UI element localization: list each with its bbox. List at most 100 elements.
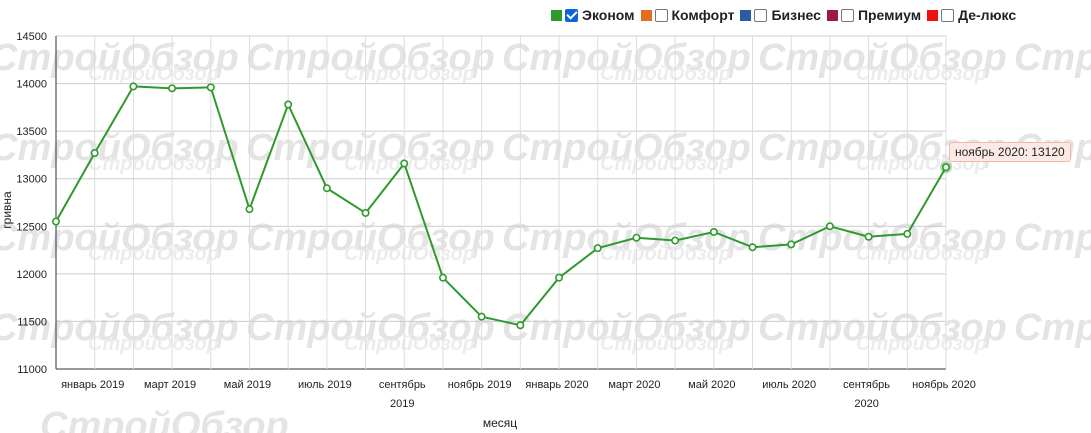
data-point	[593, 244, 602, 253]
legend-label: Де-люкс	[958, 7, 1017, 23]
legend-swatch	[740, 9, 752, 21]
data-point	[632, 233, 641, 242]
watermark-text: СтройОбзор	[600, 333, 731, 355]
legend-checkbox[interactable]	[754, 8, 768, 22]
data-tooltip: ноябрь 2020: 13120	[949, 142, 1071, 163]
legend-swatch	[927, 9, 939, 21]
watermark-text: СтройОбзор	[502, 307, 751, 349]
data-point	[361, 208, 370, 217]
legend-item-2[interactable]: Бизнес	[740, 7, 821, 23]
watermark-text: СтройОбзор	[600, 63, 731, 85]
legend-swatch	[826, 9, 838, 21]
legend-label: Комфорт	[671, 7, 735, 23]
series-line	[55, 85, 947, 327]
watermark-text: СтройОбзор	[0, 307, 239, 349]
data-point	[825, 222, 834, 231]
data-point	[709, 227, 718, 236]
watermark-text: СтройОбзор	[1014, 217, 1091, 259]
data-point	[864, 232, 873, 241]
watermark-text: СтройОбзор	[758, 37, 1007, 79]
watermark-text: СтройОбзор	[0, 37, 239, 79]
x-axis-title: месяц	[483, 416, 517, 430]
legend: Эконом Комфорт Бизнес Премиум Де-люкс	[551, 5, 1022, 25]
data-point	[903, 229, 912, 238]
legend-item-0[interactable]: Эконом	[551, 7, 635, 23]
data-point	[438, 273, 447, 282]
watermark-text: СтройОбзор	[344, 333, 475, 355]
y-tick-label: 13500	[16, 126, 47, 138]
x-tick-label: март 2020	[608, 379, 660, 391]
data-point	[671, 236, 680, 245]
y-tick-label: 12000	[16, 269, 47, 281]
watermark-text: СтройОбзор	[1014, 37, 1091, 79]
x-tick-label: январь 2019	[61, 379, 124, 391]
data-point	[516, 321, 525, 330]
watermark-text: СтройОбзор	[246, 127, 495, 169]
watermark-text: СтройОбзор	[502, 127, 751, 169]
watermark-text: СтройОбзор	[246, 37, 495, 79]
series-layer	[51, 82, 952, 330]
watermark-text: СтройОбзор	[0, 217, 239, 259]
data-point	[129, 82, 138, 91]
watermark-text: СтройОбзор	[88, 153, 219, 175]
watermark-text: СтройОбзор	[246, 217, 495, 259]
legend-label: Бизнес	[771, 7, 821, 23]
x-tick-sublabel: 2019	[390, 398, 414, 410]
data-point	[477, 312, 486, 321]
x-tick-label: май 2020	[688, 379, 735, 391]
data-point	[748, 243, 757, 252]
data-point	[284, 100, 293, 109]
watermark-text: СтройОбзор	[344, 243, 475, 265]
watermark-text: СтройОбзор	[758, 217, 1007, 259]
x-tick-label: май 2019	[224, 379, 271, 391]
watermark-text: СтройОбзор	[0, 127, 239, 169]
y-tick-label: 11000	[17, 364, 47, 376]
legend-checkbox[interactable]	[941, 8, 955, 22]
x-tick-label: сентябрь	[843, 379, 890, 391]
watermark-text: СтройОбзор	[88, 243, 219, 265]
data-point	[206, 83, 215, 92]
legend-item-3[interactable]: Премиум	[826, 7, 922, 23]
data-point	[51, 217, 60, 226]
data-point	[400, 159, 409, 168]
legend-checkbox[interactable]	[565, 8, 578, 22]
x-tick-label: июль 2019	[298, 379, 352, 391]
watermark-text: СтройОбзор	[1014, 307, 1091, 349]
legend-checkbox[interactable]	[840, 8, 854, 22]
watermark-text: СтройОбзор	[758, 307, 1007, 349]
data-point	[90, 149, 99, 158]
legend-item-4[interactable]: Де-люкс	[927, 7, 1016, 23]
x-tick-label: июль 2020	[762, 379, 816, 391]
y-tick-label: 11500	[17, 316, 47, 328]
x-tick-label: ноябрь 2019	[448, 379, 512, 391]
y-tick-label: 13000	[16, 174, 47, 186]
watermark-text: СтройОбзор	[344, 63, 475, 85]
legend-label: Эконом	[582, 7, 635, 23]
watermark-text: СтройОбзор	[600, 153, 731, 175]
data-point	[168, 84, 177, 93]
x-tick-label: ноябрь 2020	[912, 379, 976, 391]
y-axis: 11000 11500 12000 12500 13000 13500 14000 14500	[16, 31, 47, 376]
legend-swatch	[640, 9, 652, 21]
y-tick-label: 14000	[16, 79, 47, 91]
watermark-text: СтройОбзор	[40, 405, 289, 433]
legend-item-1[interactable]: Комфорт	[640, 7, 735, 23]
x-tick-sublabel: 2020	[854, 398, 878, 410]
legend-swatch	[551, 9, 562, 21]
watermark-text: СтройОбзор	[88, 333, 219, 355]
data-point	[787, 240, 796, 249]
watermark-text: СтройОбзор	[502, 217, 751, 259]
data-point	[941, 163, 950, 172]
data-point	[322, 184, 331, 193]
y-axis-title: гривна	[0, 191, 14, 229]
watermark-text: СтройОбзор	[856, 333, 987, 355]
watermark-text: СтройОбзор	[88, 63, 219, 85]
x-tick-label: январь 2020	[525, 379, 588, 391]
x-axis: январь 2019 март 2019 май 2019 июль 2019 сен…	[61, 379, 976, 410]
legend-checkbox[interactable]	[654, 8, 668, 22]
watermark-text: СтройОбзор	[344, 153, 475, 175]
legend-label: Премиум	[857, 7, 922, 23]
data-point	[245, 205, 254, 214]
